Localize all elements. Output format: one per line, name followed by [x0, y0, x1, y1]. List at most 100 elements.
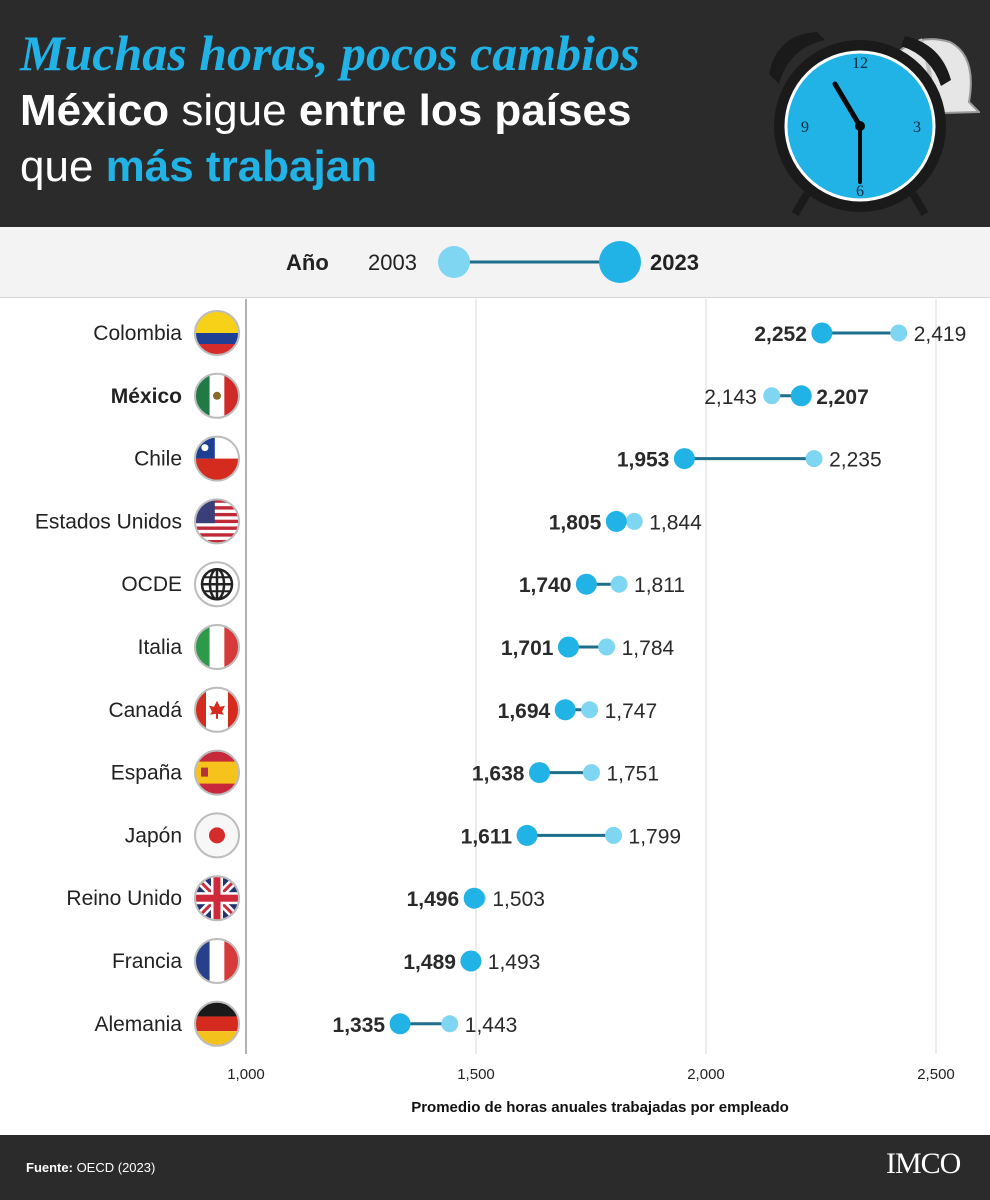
chart-title: Muchas horas, pocos cambios: [20, 25, 640, 81]
source-note: Fuente: OECD (2023): [26, 1160, 155, 1175]
value-label-2023: 1,638: [472, 763, 525, 786]
dot-2023: [554, 699, 576, 721]
value-label-2023: 1,740: [519, 574, 572, 597]
country-label: Colombia: [93, 322, 182, 345]
country-label: Francia: [112, 950, 182, 973]
value-label-2003: 1,784: [622, 637, 675, 660]
x-tick-label: 1,000: [227, 1066, 265, 1083]
legend-year-2003: 2003: [368, 250, 417, 275]
subtitle-mexico: México: [20, 86, 170, 135]
dot-2023: [790, 385, 812, 407]
colombia-flag-icon: [194, 310, 240, 356]
dot-2023: [811, 322, 833, 344]
uk-flag-icon: [194, 875, 240, 922]
legend-dot-2023: [599, 241, 641, 283]
value-label-2003: 1,503: [492, 888, 545, 911]
france-flag-icon: [194, 938, 240, 984]
dumbbell-chart: 1,000 1,500 2,000 2,500 Promedio de horas an…: [35, 299, 967, 1116]
x-tick-label: 2,000: [687, 1066, 725, 1083]
svg-text:9: 9: [801, 119, 809, 136]
value-label-2023: 2,207: [816, 386, 869, 409]
x-tick-label: 2,500: [917, 1066, 955, 1083]
legend-dumbbell: [438, 241, 641, 283]
value-label-2003: 1,747: [605, 700, 658, 723]
dot-2003: [441, 1015, 459, 1033]
dot-2003: [581, 701, 599, 719]
value-label-2003: 1,443: [465, 1014, 518, 1037]
country-label: Canadá: [108, 699, 182, 722]
value-label-2023: 1,701: [501, 637, 554, 660]
legend-year-2023: 2023: [650, 250, 699, 275]
dot-2003: [582, 764, 600, 782]
value-label-2023: 1,694: [498, 700, 551, 723]
dot-2003: [610, 575, 628, 593]
dot-2023: [516, 824, 538, 846]
globe-icon: [194, 561, 240, 608]
dot-2003: [763, 387, 781, 405]
value-label-2003: 1,799: [629, 825, 682, 848]
value-label-2003: 1,751: [606, 763, 659, 786]
legend-dot-2003: [438, 246, 470, 278]
country-label: Japón: [125, 824, 182, 847]
subtitle-text-1: sigue: [169, 86, 299, 135]
value-label-2023: 2,252: [754, 323, 807, 346]
dot-2023: [605, 510, 627, 532]
country-label: OCDE: [121, 573, 182, 596]
svg-text:3: 3: [913, 119, 921, 136]
clock-bell-left: [769, 32, 825, 84]
mexico-flag-icon: [194, 372, 240, 419]
dot-2023: [463, 887, 485, 909]
svg-text:6: 6: [856, 183, 864, 200]
value-label-2023: 1,335: [333, 1014, 386, 1037]
clock-bell-right: [901, 36, 951, 86]
dot-2003: [890, 324, 908, 342]
country-label: Italia: [138, 636, 183, 659]
chart-subtitle-line-2: que más trabajan: [20, 142, 377, 192]
chile-flag-icon: [194, 435, 240, 482]
country-label: España: [111, 762, 183, 785]
japan-flag-icon: [194, 812, 240, 859]
value-label-2023: 1,496: [407, 888, 460, 911]
x-axis-label: Promedio de horas anuales trabajadas por…: [411, 1099, 789, 1116]
dot-2023: [673, 448, 695, 470]
value-label-2003: 2,235: [829, 449, 882, 472]
subtitle-accent: más trabajan: [105, 142, 378, 191]
value-label-2003: 1,493: [488, 951, 541, 974]
footer-bar: [0, 1135, 990, 1200]
dot-2023: [557, 636, 579, 658]
subtitle-text-2: que: [20, 142, 106, 191]
dot-2003: [598, 638, 616, 656]
x-tick-label: 1,500: [457, 1066, 495, 1083]
value-label-2003: 2,419: [914, 323, 967, 346]
dot-2023: [528, 762, 550, 784]
germany-flag-icon: [194, 1000, 240, 1047]
legend-label: Año: [286, 250, 329, 275]
value-label-2003: 1,811: [634, 574, 685, 597]
source-text: OECD (2023): [72, 1160, 156, 1175]
dot-2023: [389, 1013, 411, 1035]
value-label-2023: 1,489: [403, 951, 456, 974]
alarm-clock-illustration: 12 3 6 9: [769, 32, 980, 217]
country-label: Estados Unidos: [35, 510, 182, 533]
country-label: Chile: [134, 448, 182, 471]
value-label-2003: 1,844: [649, 511, 702, 534]
canada-flag-icon: [194, 686, 240, 733]
value-label-2023: 1,953: [617, 449, 670, 472]
value-label-2023: 1,611: [461, 825, 513, 848]
dot-2003: [805, 450, 823, 468]
usa-flag-icon: [194, 498, 240, 545]
imco-logo: IMCO: [886, 1147, 961, 1180]
dot-2023: [575, 573, 597, 595]
country-label: Reino Unido: [66, 887, 182, 910]
dot-2023: [460, 950, 482, 972]
spain-flag-icon: [194, 749, 240, 796]
subtitle-bold-2: entre los países: [298, 86, 632, 135]
country-label: Alemania: [94, 1013, 182, 1036]
country-label: México: [111, 385, 182, 408]
value-label-2003: 2,143: [704, 386, 757, 409]
value-label-2023: 1,805: [549, 511, 602, 534]
chart-subtitle-line-1: México sigue entre los países: [20, 86, 631, 136]
dot-2003: [605, 826, 623, 844]
source-label: Fuente:: [26, 1160, 73, 1175]
svg-text:12: 12: [852, 55, 868, 72]
